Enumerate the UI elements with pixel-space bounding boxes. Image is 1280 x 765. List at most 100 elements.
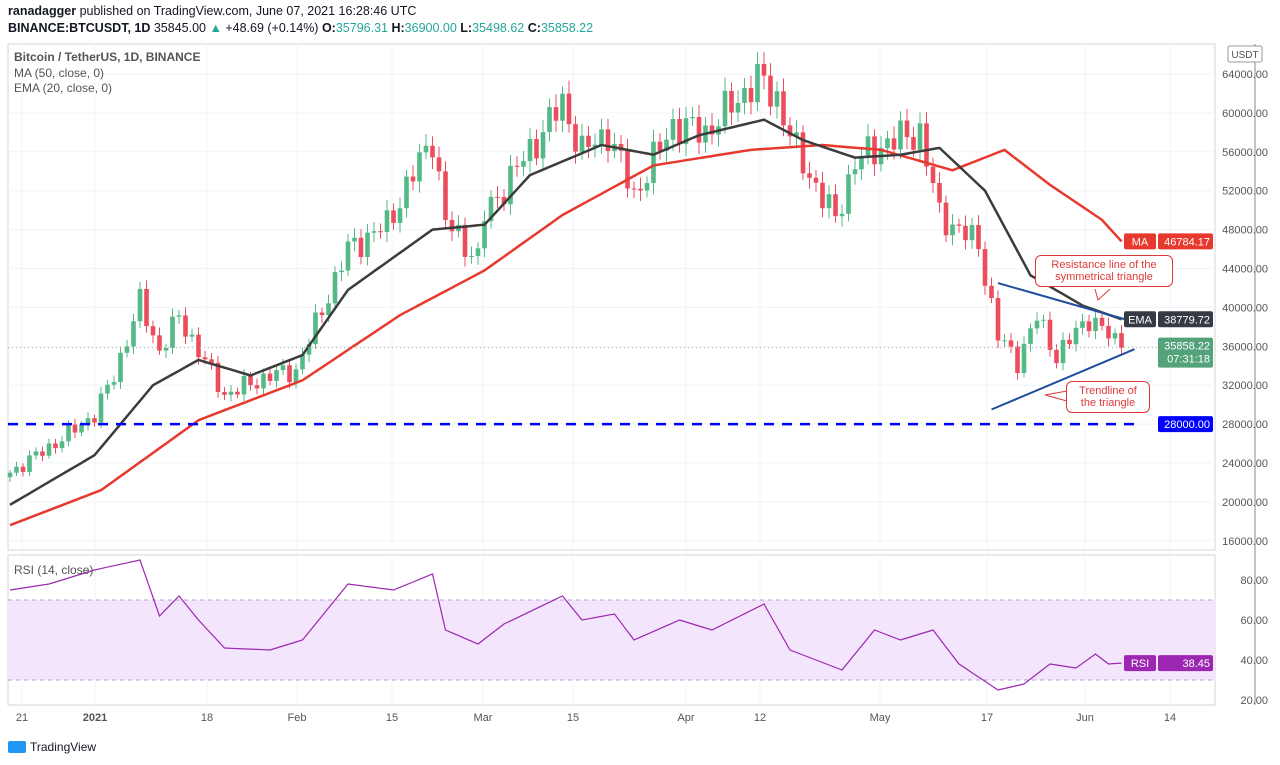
candle-body	[956, 224, 962, 226]
candle-body	[404, 176, 409, 209]
candle-body	[209, 359, 214, 363]
candle-body	[696, 116, 702, 143]
candle-body	[833, 194, 838, 217]
up-arrow-icon: ▲	[209, 21, 222, 35]
candle-body	[592, 144, 598, 147]
candle-body	[66, 424, 71, 442]
time-tick: Apr	[677, 712, 694, 724]
candle-body	[852, 169, 858, 175]
ma-legend[interactable]: MA (50, close, 0)	[14, 66, 105, 80]
candle-body	[46, 443, 52, 456]
candle-body	[332, 272, 338, 304]
tradingview-logo[interactable]: TradingView	[8, 740, 96, 754]
price-tick: 64000.00	[1222, 69, 1268, 81]
candle-body	[378, 231, 383, 233]
candle-body	[20, 466, 26, 472]
candle-body	[911, 137, 916, 150]
candle-body	[891, 138, 897, 150]
candle-body	[72, 424, 78, 433]
candle-body	[1106, 325, 1111, 339]
ema-badge-label: EMA	[1128, 314, 1153, 326]
ma-badge-value-bg	[1158, 233, 1213, 250]
price-tick: 32000.00	[1222, 380, 1268, 392]
candle-body	[59, 441, 65, 449]
price-tick: 56000.00	[1222, 147, 1268, 159]
candle-body	[176, 315, 182, 317]
candle-body	[930, 166, 936, 183]
candle-body	[118, 352, 123, 383]
candle-body	[53, 443, 58, 449]
candle-body	[196, 334, 201, 358]
candle-body	[677, 119, 682, 144]
candle-body	[1047, 319, 1053, 350]
candle-body	[365, 232, 370, 258]
candle-body	[371, 231, 377, 233]
trendline-annotation: Trendline of the triangle	[1066, 381, 1150, 413]
ema20-line	[9, 118, 1122, 506]
last-badge-value: 35858.22	[1164, 341, 1210, 353]
ema-legend[interactable]: EMA (20, close, 0)	[14, 81, 113, 95]
candle-body	[228, 391, 234, 395]
candle-body	[313, 312, 318, 345]
candle-body	[111, 382, 117, 385]
currency-badge	[1227, 45, 1263, 63]
candle-body	[579, 135, 585, 152]
candle-body	[384, 210, 390, 232]
candle-body	[1028, 328, 1033, 344]
candle-body	[1015, 346, 1020, 373]
ema-badge-value: 38779.72	[1164, 314, 1210, 326]
last-badge-value-bg	[1158, 337, 1213, 368]
ema-badge-value-bg	[1158, 311, 1213, 328]
candle-body	[280, 365, 286, 371]
ema-badge-label-bg	[1124, 311, 1156, 328]
time-tick: Feb	[288, 712, 307, 724]
candle-body	[1041, 319, 1046, 321]
candle-body	[417, 152, 422, 182]
candle-body	[521, 161, 526, 167]
resistance-pointer	[1094, 288, 1111, 301]
low-value: 35498.62	[472, 21, 525, 35]
candle-body	[33, 451, 39, 456]
time-tick: 21	[16, 712, 28, 724]
candle-body	[293, 369, 299, 383]
price-tick: 20000.00	[1222, 497, 1268, 509]
h-label: H:	[391, 21, 405, 35]
candle-body	[189, 334, 195, 337]
candle-body	[1021, 343, 1027, 373]
candle-body	[846, 174, 851, 214]
rsi-line	[9, 559, 1122, 691]
price-tick: 28000.00	[1222, 419, 1268, 431]
candle-body	[768, 75, 773, 107]
ma-badge-label-bg	[1124, 233, 1156, 250]
candle-body	[1080, 321, 1085, 328]
candle-body	[586, 135, 591, 147]
o-label: O:	[321, 21, 336, 35]
candle-body	[995, 297, 1001, 341]
candle-body	[339, 270, 344, 273]
rsi-badge-label-bg	[1124, 655, 1156, 672]
candle-body	[657, 141, 663, 151]
candle-body	[248, 375, 253, 386]
rsi-legend[interactable]: RSI (14, close)	[14, 563, 94, 577]
candle-body	[950, 224, 955, 236]
rsi-badge-label: RSI	[1131, 658, 1149, 670]
ma50-line	[9, 143, 1123, 527]
candle-body	[969, 225, 975, 241]
candle-body	[124, 346, 130, 353]
candle-body	[826, 194, 832, 209]
support-badge-value-bg	[1158, 416, 1213, 433]
time-tick: 2021	[83, 712, 107, 724]
candle-body	[963, 225, 968, 241]
publisher[interactable]: ranadagger	[8, 4, 77, 18]
ma-badge-value: 46784.17	[1164, 236, 1210, 248]
price-tick: 40000.00	[1222, 302, 1268, 314]
candle-body	[1034, 320, 1040, 329]
candle-body	[605, 129, 611, 152]
candle-body	[436, 157, 442, 172]
rsi-badge-value-bg	[1158, 655, 1213, 672]
candle-body	[430, 145, 435, 158]
candle-body	[813, 177, 819, 183]
candle-body	[976, 225, 981, 250]
rsi-tick: 80.00	[1240, 575, 1268, 587]
